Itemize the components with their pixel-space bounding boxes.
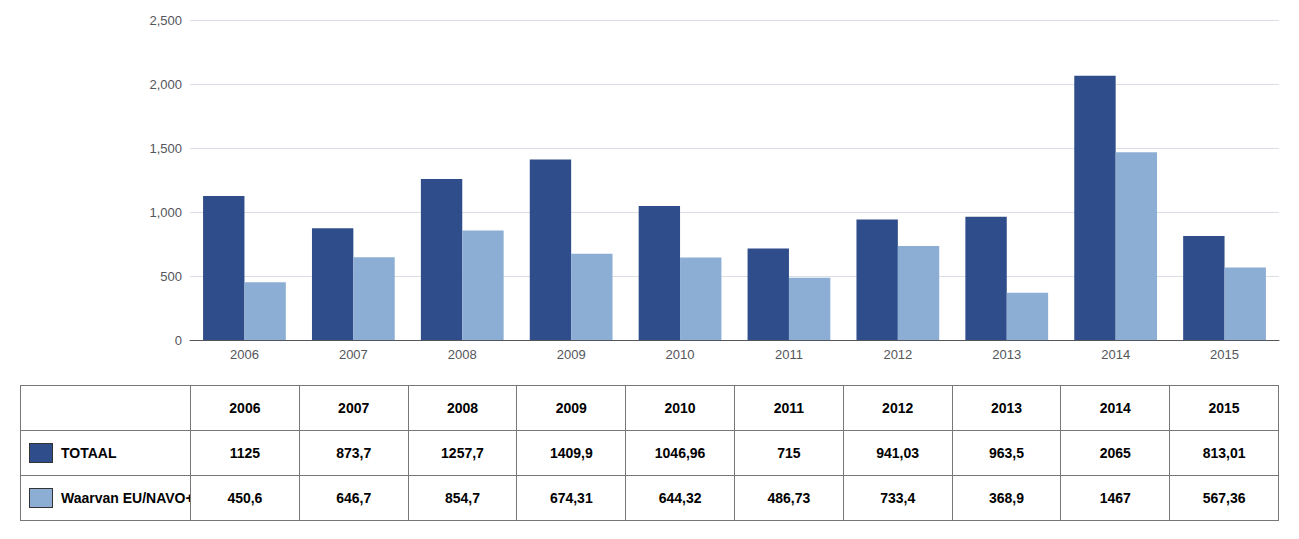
html-text:2007: 2007 (338, 400, 370, 416)
html-text:2006: 2006 (229, 400, 261, 416)
html-text:2011: 2011 (773, 400, 805, 416)
html-text:450,6: 450,6 (227, 490, 263, 506)
svg-text:2008: 2008 (448, 347, 477, 362)
html-text:644,32: 644,32 (658, 490, 702, 506)
html-text:2065: 2065 (1099, 445, 1131, 461)
html-text:2014: 2014 (1099, 400, 1131, 416)
svg-text:2015: 2015 (1210, 347, 1239, 362)
html-text:733,4: 733,4 (880, 490, 916, 506)
svg-text:1,000: 1,000 (149, 205, 182, 220)
svg-text:1,500: 1,500 (149, 141, 182, 156)
html-text:1125: 1125 (229, 445, 261, 461)
svg-text:2007: 2007 (339, 347, 368, 362)
svg-text:2014: 2014 (1101, 347, 1130, 362)
html-text:941,03: 941,03 (876, 445, 920, 461)
html-text:2012: 2012 (882, 400, 914, 416)
svg-text:2012: 2012 (883, 347, 912, 362)
html-text:TOTAAL: TOTAAL (61, 445, 117, 461)
html-text:813,01: 813,01 (1202, 445, 1246, 461)
svg-text:2006: 2006 (230, 347, 259, 362)
svg-text:2011: 2011 (775, 347, 803, 362)
html-text:715: 715 (777, 445, 801, 461)
html-text:1257,7: 1257,7 (441, 445, 484, 461)
html-text:2010: 2010 (664, 400, 696, 416)
html-text:2013: 2013 (990, 400, 1022, 416)
html-text:486,73: 486,73 (767, 490, 811, 506)
html-text:963,5: 963,5 (989, 445, 1024, 461)
html-text:368,9: 368,9 (989, 490, 1024, 506)
svg-text:0: 0 (175, 333, 182, 348)
svg-text:2009: 2009 (557, 347, 586, 362)
svg-text:2013: 2013 (992, 347, 1021, 362)
html-text:1467: 1467 (1099, 490, 1131, 506)
html-text:674,31: 674,31 (549, 490, 593, 506)
svg-text:2,000: 2,000 (149, 77, 182, 92)
html-text:567,36: 567,36 (1202, 490, 1246, 506)
html-text:2008: 2008 (446, 400, 479, 416)
html-text:646,7: 646,7 (336, 490, 372, 506)
svg-text:2,500: 2,500 (149, 13, 182, 28)
html-text:2009: 2009 (555, 400, 587, 416)
html-text:1046,96: 1046,96 (654, 445, 706, 461)
html-text:873,7: 873,7 (336, 445, 372, 461)
svg-text:500: 500 (160, 269, 182, 284)
svg-text:2010: 2010 (666, 347, 695, 362)
html-text:854,7: 854,7 (445, 490, 480, 506)
html-text:2015: 2015 (1208, 400, 1240, 416)
html-text:1409,9: 1409,9 (549, 445, 593, 461)
